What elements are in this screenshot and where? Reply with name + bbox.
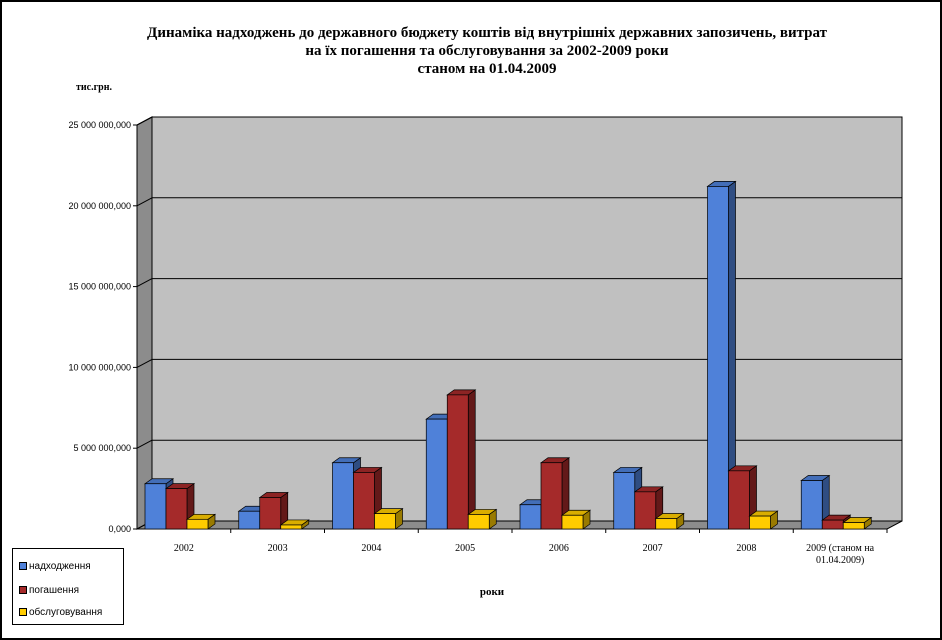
chart-title-line-3: станом на 01.04.2009 — [417, 61, 557, 77]
y-tick-label: 5 000 000,000 — [73, 443, 131, 453]
y-tick-label: 15 000 000,000 — [68, 282, 131, 292]
bar — [259, 497, 282, 530]
x-tick-label: 2008 — [736, 543, 756, 554]
gridline-side — [136, 358, 153, 368]
legend-label-pohashennia: погашення — [29, 585, 80, 596]
y-tick-label: 0,000 — [108, 524, 131, 534]
bar — [561, 514, 584, 530]
bar — [519, 504, 542, 530]
bar — [800, 480, 823, 530]
bar — [165, 488, 188, 530]
y-tick-label: 25 000 000,000 — [68, 120, 131, 130]
y-axis-label: тис.грн. — [76, 82, 112, 93]
bar — [613, 472, 636, 530]
bar — [467, 514, 490, 530]
bar — [144, 483, 167, 530]
legend-item-pohashennia: погашення — [19, 585, 79, 597]
bar — [634, 491, 657, 530]
legend: надходження погашення обслуговування — [12, 548, 124, 625]
x-axis-label: роки — [479, 586, 505, 598]
legend-label-obsluhovuvannia: обслуговування — [29, 607, 103, 618]
bar — [655, 518, 678, 530]
bar — [749, 515, 771, 530]
x-tick-label: 2009 (станом на — [806, 543, 875, 554]
gridline-side — [136, 278, 153, 288]
x-tick-label: 2004 — [361, 543, 381, 554]
legend-swatch-pohashennia — [19, 586, 27, 595]
legend-item-obsluhovuvannia: обслуговування — [19, 607, 102, 619]
bar-side — [467, 389, 476, 530]
x-tick-label: 01.04.2009) — [816, 555, 864, 566]
gridline-side — [136, 116, 153, 126]
gridline-side — [136, 197, 153, 207]
bar — [374, 513, 396, 530]
x-tick-label: 2002 — [174, 543, 194, 554]
legend-swatch-nadkhodzhennia — [19, 562, 27, 571]
back-wall — [151, 116, 903, 522]
chart-title: Динаміка надходжень до державного бюджет… — [92, 24, 882, 78]
bar — [280, 524, 303, 530]
side-wall — [136, 116, 153, 530]
legend-label-nadkhodzhennia: надходження — [29, 561, 91, 572]
bar — [353, 472, 375, 530]
bar — [707, 186, 729, 530]
x-tick-label: 2005 — [455, 543, 475, 554]
bar — [821, 519, 844, 530]
y-tick-label: 20 000 000,000 — [68, 201, 131, 211]
x-tick-label: 2007 — [643, 543, 663, 554]
bar — [332, 462, 354, 530]
bar — [425, 418, 448, 530]
bar — [842, 522, 865, 530]
chart-title-line-1: Динаміка надходжень до державного бюджет… — [147, 25, 827, 41]
bar — [446, 394, 469, 530]
bar — [728, 470, 750, 530]
bar — [238, 510, 261, 530]
chart-title-line-2: на їх погашення та обслуговування за 200… — [305, 43, 669, 59]
gridline-side — [136, 439, 153, 449]
x-tick-label: 2006 — [549, 543, 569, 554]
bar — [186, 518, 209, 530]
legend-item-nadkhodzhennia: надходження — [19, 561, 91, 573]
x-tick-label: 2003 — [268, 543, 288, 554]
legend-swatch-obsluhovuvannia — [19, 608, 27, 617]
bar — [540, 462, 563, 530]
y-tick-label: 10 000 000,000 — [68, 362, 131, 372]
